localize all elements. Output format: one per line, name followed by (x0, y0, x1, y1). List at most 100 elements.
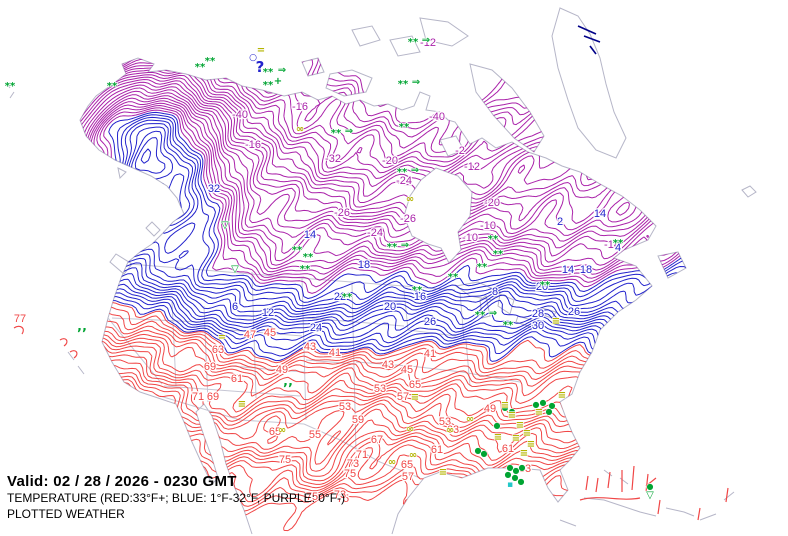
weather-symbol: ** (408, 37, 419, 48)
contour-label: 41 (424, 348, 436, 360)
weather-symbol: ** (331, 128, 342, 139)
coastlines (5, 7, 757, 535)
contour-label: -2 (455, 145, 465, 157)
weather-symbol-layer: ** ******** ⇒** +** ⇒** ⇒** ⇒**** ⇒** ⇒*********… (4, 34, 655, 501)
weather-symbol: ⇒ (411, 165, 419, 176)
weather-symbol: ≡ (558, 390, 566, 401)
weather-symbol: ** (195, 62, 206, 73)
valid-time-text: Valid: 02 / 28 / 2026 - 0230 GMT (7, 473, 237, 490)
weather-symbol: ● (518, 477, 525, 486)
contour-line (80, 76, 686, 226)
weather-symbol: ≡ (494, 432, 502, 443)
contour-label: 14 (304, 229, 316, 241)
weather-symbol: ∞ (446, 425, 454, 436)
weather-symbol: ● (647, 482, 654, 491)
weather-symbol: ** (398, 79, 409, 90)
contour-label: 61 (231, 373, 243, 385)
weather-symbol: ● (533, 400, 540, 409)
contour-label: 61 (502, 443, 514, 455)
weather-symbol: ’’ (283, 382, 293, 397)
weather-symbol: ⇒ (422, 35, 430, 46)
contour-label: 2 (557, 216, 563, 228)
contour-label: 69 (204, 361, 216, 373)
weather-symbol: ▽ (646, 490, 654, 501)
contour-label: -16 (292, 101, 308, 113)
weather-symbol: ● (507, 463, 514, 472)
weather-symbol: ● (509, 407, 516, 416)
weather-symbol: ≡ (552, 316, 560, 327)
contour-label: -26 (334, 207, 350, 219)
contour-label: 71 (192, 391, 204, 403)
map-footer: Valid: 02 / 28 / 2026 - 0230 GMT TEMPERA… (7, 473, 345, 521)
weather-symbol: ● (546, 407, 553, 416)
weather-symbol: ∞ (296, 124, 304, 135)
contour-line (80, 20, 686, 124)
contour-label: 26 (568, 306, 580, 318)
weather-symbol: ** (488, 234, 499, 245)
contour-line (80, 94, 686, 266)
weather-symbol: ⇒ (401, 240, 409, 251)
contour-label: 45 (264, 327, 276, 339)
contour-label: 65 (409, 379, 421, 391)
contour-label: 16 (414, 291, 426, 303)
contour-label: -40 (232, 109, 248, 121)
weather-symbol: ○ (249, 53, 257, 63)
contour-label: 75 (344, 468, 356, 480)
greenland-contour-fragment (577, 25, 601, 55)
weather-symbol: ∞ (466, 414, 474, 425)
contour-label: -16 (245, 139, 261, 151)
contour-label: 24 (310, 322, 322, 334)
weather-symbol: ≡ (411, 392, 419, 403)
weather-symbol: ≡ (535, 407, 543, 418)
contour-label: 22 (334, 291, 346, 303)
contour-label: -20 (484, 197, 500, 209)
contour-label: -26 (400, 213, 416, 225)
contour-label: 43 (304, 341, 316, 353)
contour-fragments (13, 25, 729, 521)
weather-symbol: ● (494, 421, 501, 430)
contour-line (80, 116, 686, 307)
contour-label: 75 (306, 491, 318, 503)
weather-symbol: ▽ (221, 220, 229, 231)
weather-symbol: ’’ (77, 327, 87, 342)
weather-symbol: ** (107, 81, 118, 92)
weather-symbol: ** (300, 264, 311, 275)
weather-symbol: ⇒ (489, 308, 497, 319)
contour-label: -24 (396, 175, 412, 187)
weather-symbol: ≡ (508, 410, 516, 421)
contour-label: -14 (604, 239, 620, 251)
contour-label: 63 (447, 424, 459, 436)
contour-line (80, 105, 686, 281)
contour-label: 20 (536, 281, 548, 293)
contour-label: 43 (382, 359, 394, 371)
mainland-coastline (79, 57, 657, 535)
weather-symbol: ** (397, 167, 408, 178)
weather-symbol: ∞ (388, 457, 396, 468)
weather-symbol: ** (475, 310, 486, 321)
contour-label: 57 (402, 471, 414, 483)
weather-symbol: ∞ (409, 450, 417, 461)
contour-label: 14 (562, 264, 574, 276)
weather-symbol: ** (387, 242, 398, 253)
weather-symbol: ** (448, 272, 459, 283)
weather-symbol: ● (519, 463, 526, 472)
plotted-weather-text: PLOTTED WEATHER (7, 507, 125, 521)
weather-symbol: ** (205, 56, 216, 67)
contour-label: 73 (334, 489, 346, 501)
contour-label: -20 (382, 155, 398, 167)
contour-label: -10 (462, 232, 478, 244)
weather-symbol: ● (549, 401, 556, 410)
contour-label: 53 (374, 383, 386, 395)
contour-label: 4 (615, 242, 621, 254)
contour-label: 41 (329, 347, 341, 359)
contour-label: 8 (492, 286, 498, 298)
contour-label: 53 (339, 401, 351, 413)
contour-label: 47 (244, 329, 256, 341)
contour-label: 49 (276, 364, 288, 376)
legend-text: TEMPERATURE (RED:33°F+; BLUE: 1°F-32°F, … (7, 491, 346, 505)
contour-label: -40 (429, 111, 445, 123)
weather-symbol: ⇒ (412, 77, 420, 88)
weather-symbol: ** (292, 245, 303, 256)
